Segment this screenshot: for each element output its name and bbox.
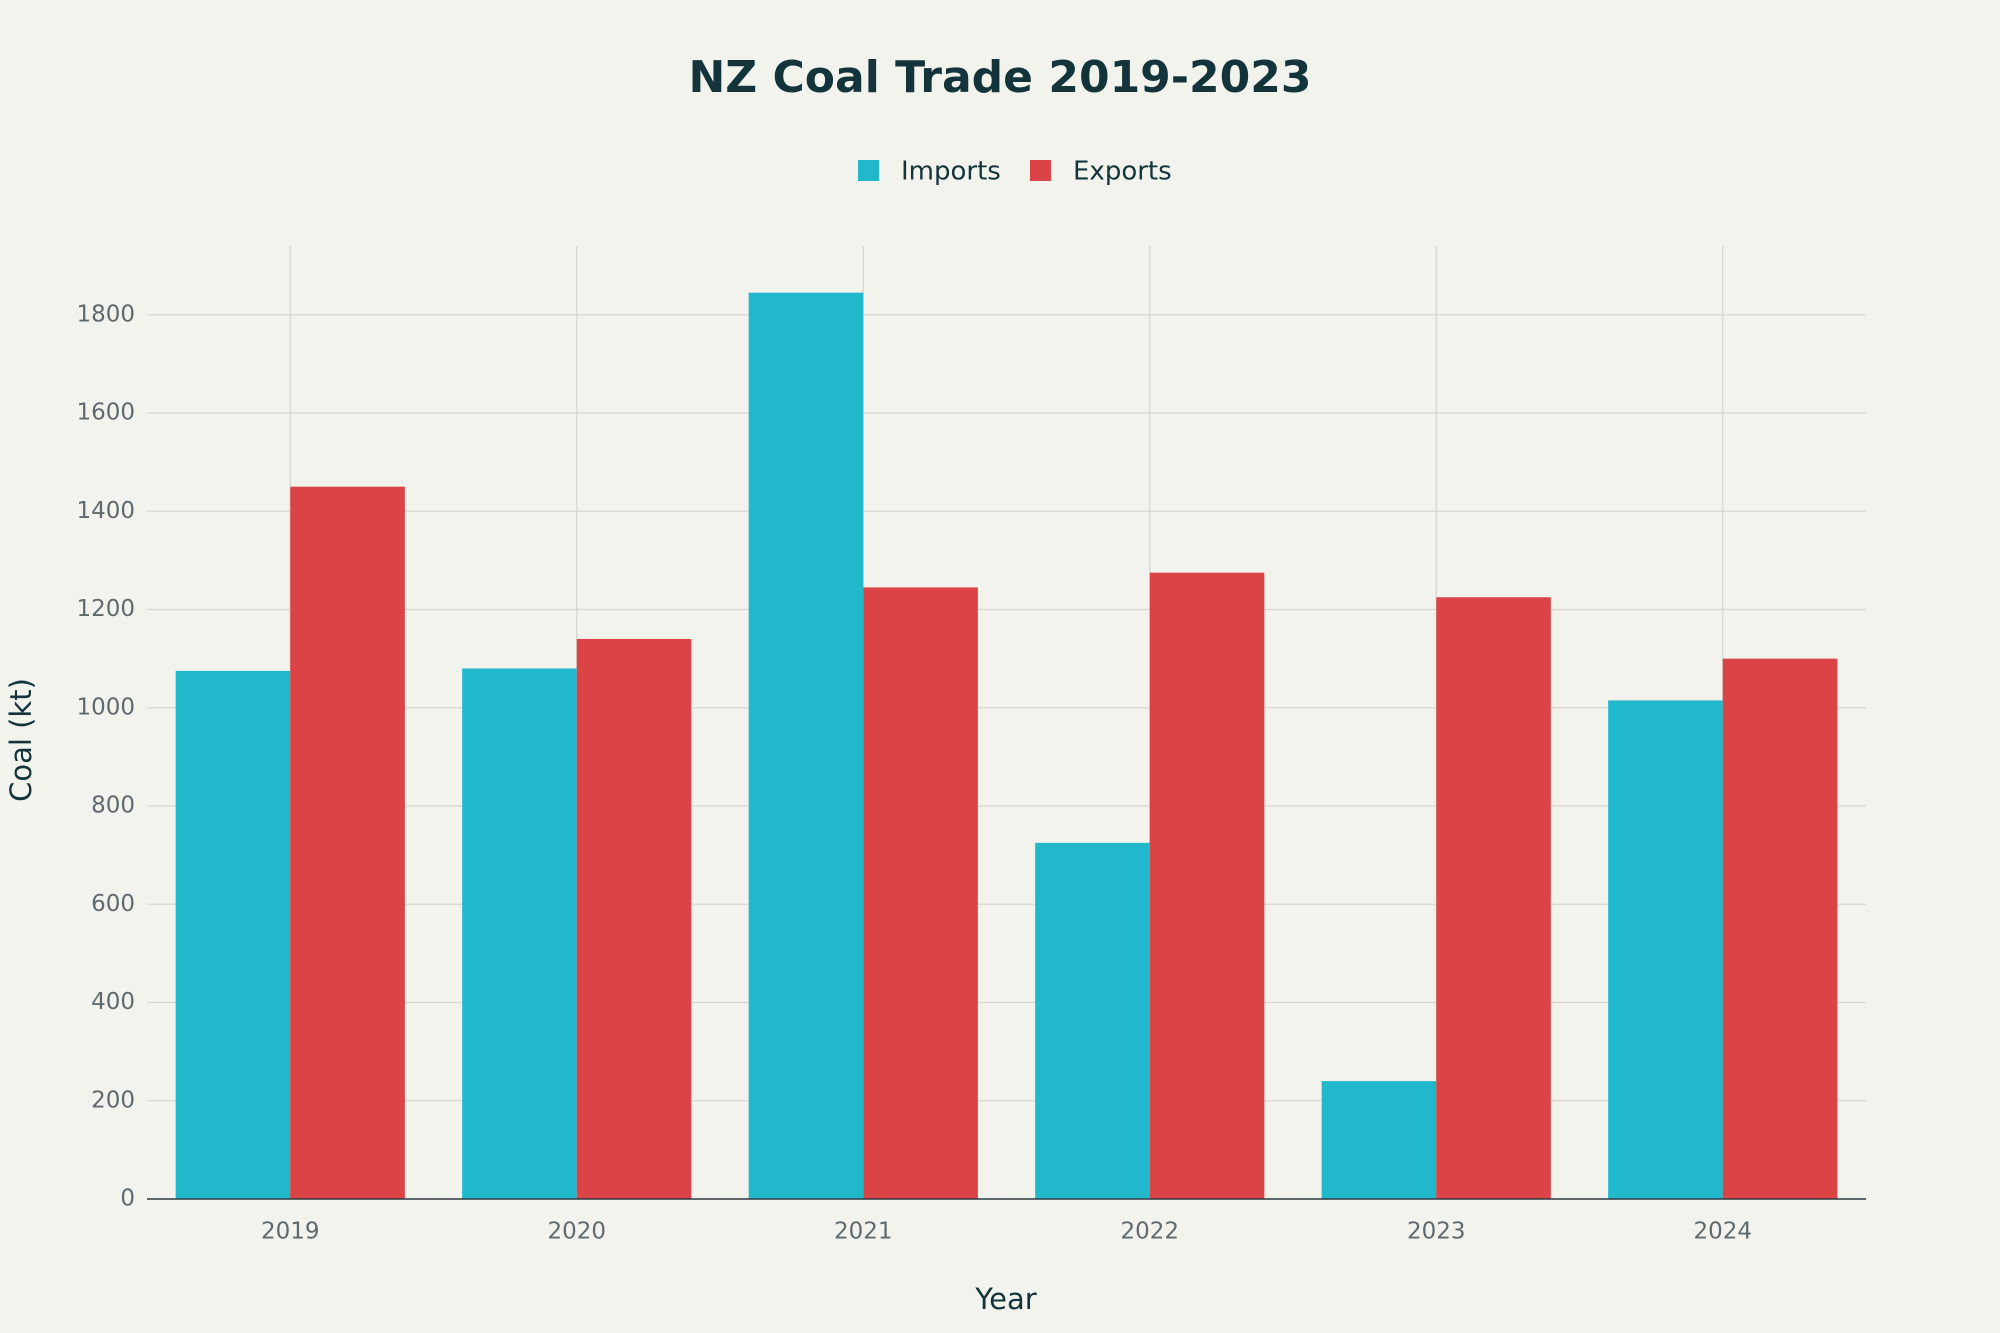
y-tick-label: 200 bbox=[91, 1087, 135, 1113]
chart-title: NZ Coal Trade 2019-2023 bbox=[688, 52, 1311, 103]
y-tick-label: 1800 bbox=[76, 301, 135, 327]
bar bbox=[462, 668, 577, 1199]
legend-label: Exports bbox=[1073, 157, 1172, 187]
x-tick-label: 2021 bbox=[834, 1219, 893, 1245]
legend-swatch bbox=[1030, 160, 1051, 181]
y-tick-label: 1600 bbox=[76, 400, 135, 426]
bar bbox=[863, 587, 978, 1199]
bar bbox=[1321, 1081, 1437, 1199]
legend-swatch bbox=[858, 160, 879, 181]
x-tick-label: 2022 bbox=[1120, 1219, 1179, 1245]
bar bbox=[1149, 572, 1265, 1199]
y-tick-label: 1400 bbox=[76, 498, 135, 524]
bar bbox=[1722, 658, 1838, 1199]
bar bbox=[1608, 700, 1723, 1199]
x-tick-label: 2020 bbox=[547, 1219, 606, 1245]
y-axis-label: Coal (kt) bbox=[4, 678, 38, 802]
bar bbox=[576, 638, 692, 1199]
x-tick-label: 2019 bbox=[261, 1219, 320, 1245]
bar bbox=[1035, 842, 1150, 1199]
bar bbox=[290, 486, 405, 1199]
y-tick-label: 1200 bbox=[76, 596, 135, 622]
bar bbox=[748, 292, 864, 1200]
y-tick-label: 0 bbox=[120, 1186, 135, 1212]
bar bbox=[1436, 597, 1551, 1199]
y-tick-label: 600 bbox=[91, 891, 135, 917]
bar bbox=[175, 670, 291, 1199]
y-tick-label: 400 bbox=[91, 989, 135, 1015]
y-tick-label: 1000 bbox=[76, 694, 135, 720]
x-tick-label: 2023 bbox=[1407, 1219, 1466, 1245]
x-axis-label: Year bbox=[974, 1282, 1036, 1316]
legend-label: Imports bbox=[901, 157, 1001, 187]
y-tick-label: 800 bbox=[91, 793, 135, 819]
x-tick-label: 2024 bbox=[1693, 1219, 1752, 1245]
